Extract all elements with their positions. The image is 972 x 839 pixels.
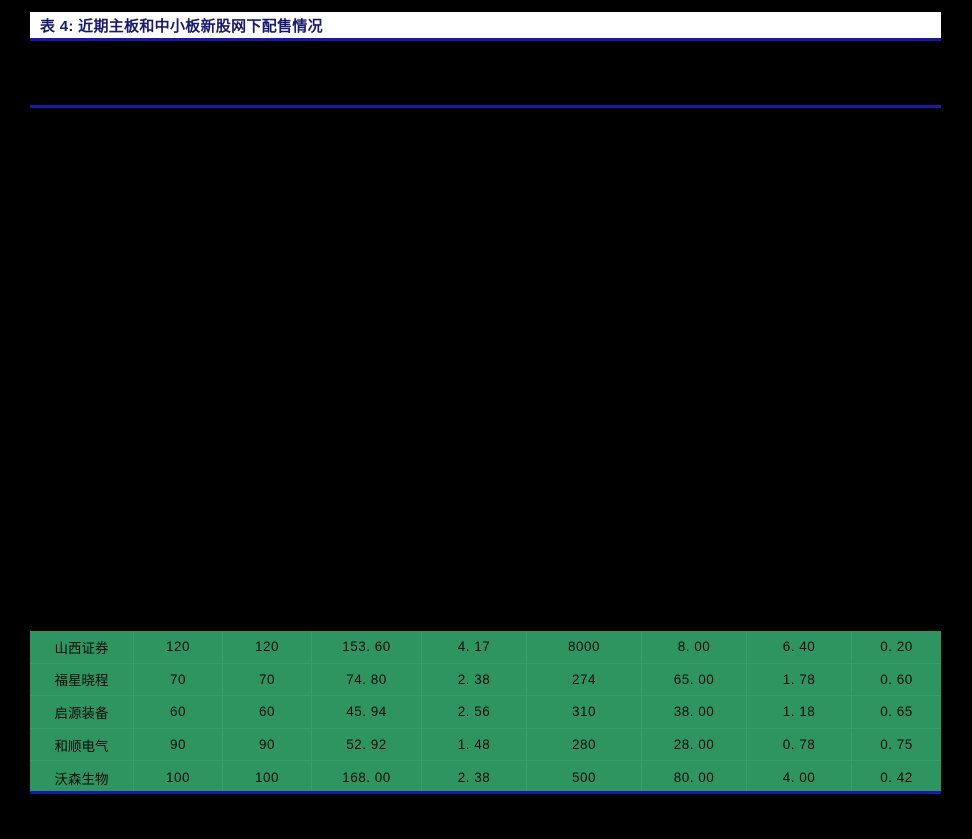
cell-value: 80. 00 [642, 761, 747, 791]
cell-stock-name: 山西证券 [30, 631, 134, 663]
cell-value: 168. 00 [312, 761, 422, 791]
cell-value: 0. 20 [880, 639, 913, 655]
cell-value: 70 [134, 663, 223, 696]
cell-value: 500 [527, 761, 642, 791]
cell-value: 2. 38 [422, 761, 527, 791]
cell-value: 120 [223, 631, 312, 663]
cell-value: 100 [223, 761, 312, 791]
cell-value: 0. 65 [880, 704, 913, 720]
cell-value: 0. 60 [880, 671, 913, 687]
cell-value: 4. 00 [747, 761, 852, 791]
table-body: 山西证券 120 120 153. 60 4. 17 8000 8. 00 6. 40 0. 2… [30, 631, 941, 791]
cell-value: 1. 48 [422, 728, 527, 761]
cell-value: 120 [134, 631, 223, 663]
cell-value: 60 [134, 696, 223, 728]
page-title: 表 4: 近期主板和中小板新股网下配售情况 [40, 17, 323, 35]
cell-value: 153. 60 [312, 631, 422, 663]
cell-value: 280 [527, 728, 642, 761]
table-row: 启源装备 60 60 45. 94 2. 56 310 38. 00 1. 18 0. 65 [30, 696, 941, 729]
cell-value: 8000 [527, 631, 642, 663]
cell-value: 6. 40 [747, 631, 852, 663]
cell-value: 274 [527, 663, 642, 696]
table-row: 沃森生物 100 100 168. 00 2. 38 500 80. 00 4. 00 0. 4… [30, 761, 941, 791]
cell-value: 0. 42 [880, 770, 913, 786]
cell-value: 0. 78 [747, 728, 852, 761]
table-row: 山西证券 120 120 153. 60 4. 17 8000 8. 00 6. 40 0. 2… [30, 631, 941, 664]
cell-stock-name: 启源装备 [30, 696, 134, 728]
cell-value: 28. 00 [642, 728, 747, 761]
table-row: 和顺电气 90 90 52. 92 1. 48 280 28. 00 0. 78 0. 75 [30, 728, 941, 762]
cell-value: 38. 00 [642, 696, 747, 728]
cell-value: 74. 80 [312, 663, 422, 696]
cell-value: 4. 17 [422, 631, 527, 663]
cell-value: 0. 75 [880, 737, 913, 753]
cell-stock-name: 和顺电气 [30, 728, 134, 761]
cell-value: 1. 78 [747, 663, 852, 696]
cell-value: 70 [223, 663, 312, 696]
cell-stock-name: 福星晓程 [30, 663, 134, 696]
cell-value: 1. 18 [747, 696, 852, 728]
table-title-bar: 表 4: 近期主板和中小板新股网下配售情况 [30, 12, 941, 41]
cell-value: 90 [223, 728, 312, 761]
table-header-zone [30, 108, 941, 631]
table-header-rule [30, 105, 941, 108]
cell-value: 2. 56 [422, 696, 527, 728]
cell-value: 52. 92 [312, 728, 422, 761]
cell-value: 60 [223, 696, 312, 728]
cell-value: 8. 00 [642, 631, 747, 663]
cell-value: 310 [527, 696, 642, 728]
table-row: 福星晓程 70 70 74. 80 2. 38 274 65. 00 1. 78 0. 60 [30, 663, 941, 697]
cell-value: 100 [134, 761, 223, 791]
table-data-band: 山西证券 120 120 153. 60 4. 17 8000 8. 00 6. 40 0. 2… [30, 631, 941, 794]
cell-stock-name: 沃森生物 [30, 761, 134, 791]
cell-value: 45. 94 [312, 696, 422, 728]
cell-value: 2. 38 [422, 663, 527, 696]
cell-value: 90 [134, 728, 223, 761]
cell-value: 65. 00 [642, 663, 747, 696]
